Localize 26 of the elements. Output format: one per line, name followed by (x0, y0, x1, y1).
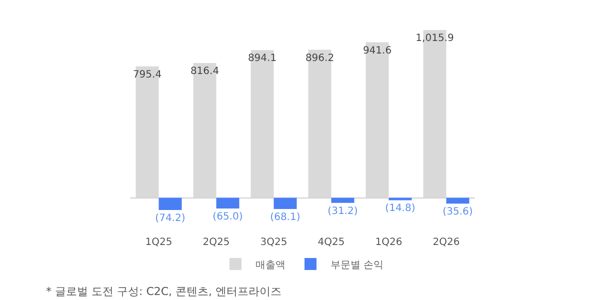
data-label: 894.1 (248, 53, 277, 64)
x-tick-label: 1Q25 (145, 237, 172, 248)
bar (446, 198, 470, 204)
data-label: 941.6 (362, 45, 392, 56)
x-tick-label: 3Q25 (260, 237, 288, 248)
bar (331, 198, 354, 203)
bar (158, 198, 182, 210)
text: * 글로벌 도전 구성: C2C, 콘텐츠, 엔터프라이즈 (46, 285, 282, 298)
data-label: (35.6) (442, 206, 473, 218)
legend-label: 매출액 (256, 260, 286, 271)
data-label: (31.2) (328, 206, 358, 217)
data-label: (14.8) (385, 203, 416, 214)
data-label: 795.4 (132, 69, 162, 80)
bar (216, 198, 240, 208)
legend-label: 부문별 손익 (330, 260, 384, 271)
x-tick-label: 2Q26 (432, 237, 460, 248)
x-tick-label: 1Q26 (375, 237, 402, 248)
data-label: 816.4 (190, 66, 220, 77)
bar (274, 198, 297, 209)
data-label: 896.2 (305, 52, 334, 64)
x-tick-label: 2Q25 (202, 237, 230, 248)
data-label: 1,015.9 (416, 33, 454, 44)
x-tick-label: 4Q25 (318, 237, 345, 248)
data-label: (74.2) (155, 213, 186, 224)
data-label: (65.0) (212, 211, 243, 222)
data-label: (68.1) (270, 212, 300, 223)
